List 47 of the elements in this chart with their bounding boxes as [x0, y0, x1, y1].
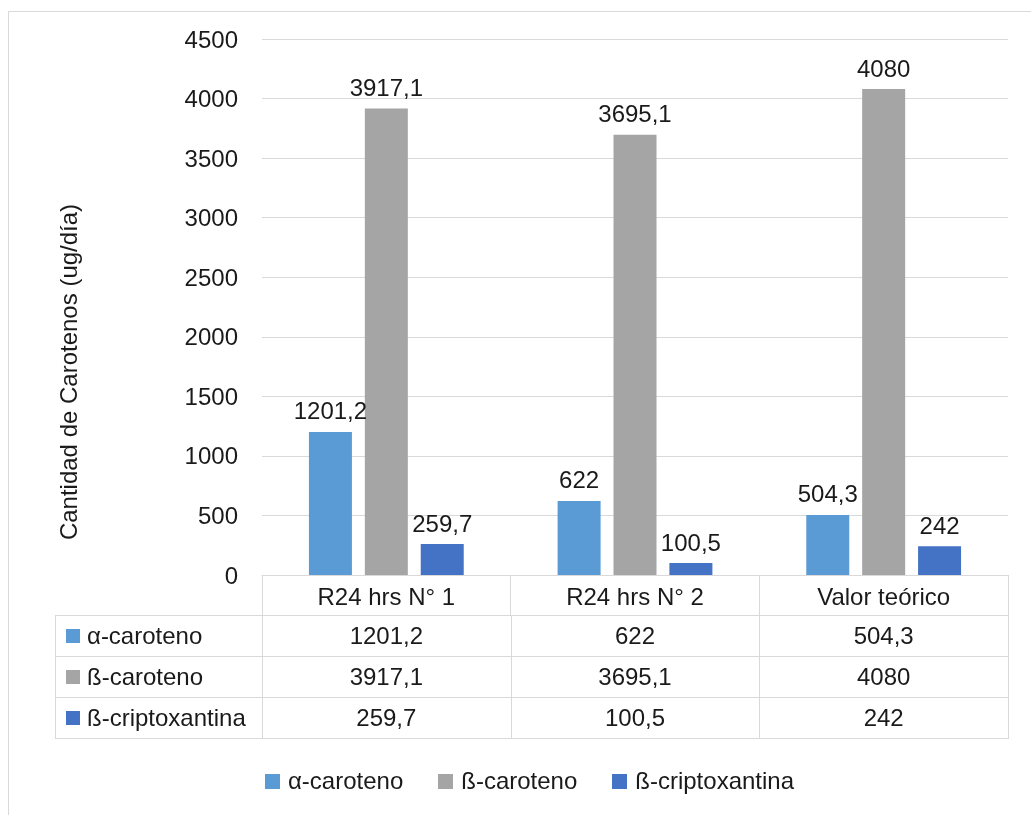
bar [364, 108, 408, 575]
x-tick-label: Valor teórico [817, 582, 951, 610]
y-tick-label: 1000 [184, 442, 238, 470]
y-tick-label: 3000 [184, 204, 238, 232]
bar [557, 500, 601, 575]
text: 259,7 [412, 509, 473, 537]
bar [308, 431, 352, 575]
y-tick-label: 500 [197, 501, 238, 529]
text: 1201,2 [293, 397, 368, 425]
y-axis-title: Cantidad de Carotenos (ug/día) [54, 203, 82, 541]
text: α-caroteno [287, 767, 404, 794]
text: 3695,1 [598, 100, 672, 128]
text: 504,3 [797, 480, 858, 508]
y-tick-label: 2500 [184, 263, 238, 291]
data-label: 4080 [759, 657, 1009, 698]
legend-label: α-caroteno [87, 622, 203, 650]
x-tick-label: R24 hrs N° 1 [317, 582, 456, 610]
data-label: 3917,1 [262, 657, 512, 698]
text: 3917,1 [349, 73, 424, 101]
y-tick-label: 2000 [184, 323, 238, 351]
legend-label: ß-criptoxantina [635, 767, 795, 795]
data-label: 1201,2 [262, 615, 512, 657]
data-label: 622 [510, 615, 761, 657]
y-tick-label: 4500 [184, 25, 238, 53]
bar [613, 134, 657, 575]
data-label: 259,7 [262, 698, 512, 739]
y-tick-label: 1500 [184, 382, 238, 410]
y-tick-label: 3500 [184, 144, 238, 172]
data-label: 100,5 [510, 698, 761, 739]
text: 622 [559, 466, 600, 494]
text: 242 [919, 511, 960, 539]
y-tick-label: 4000 [184, 85, 238, 113]
data-label: 242 [759, 698, 1009, 739]
y-tick-label: 0 [224, 561, 238, 589]
data-label: 504,3 [759, 615, 1009, 657]
bar [669, 563, 713, 575]
bar [918, 546, 962, 575]
data-label: 3695,1 [510, 657, 761, 698]
text: 4080 [856, 54, 911, 82]
legend-label: ß-caroteno [87, 663, 204, 691]
bar [806, 514, 850, 575]
text: ß-caroteno [461, 767, 578, 794]
text: ß-criptoxantina [87, 704, 246, 731]
text: 100,5 [660, 528, 721, 556]
bar [862, 89, 906, 575]
bar [420, 544, 464, 575]
x-tick-label: R24 hrs N° 2 [566, 582, 704, 610]
